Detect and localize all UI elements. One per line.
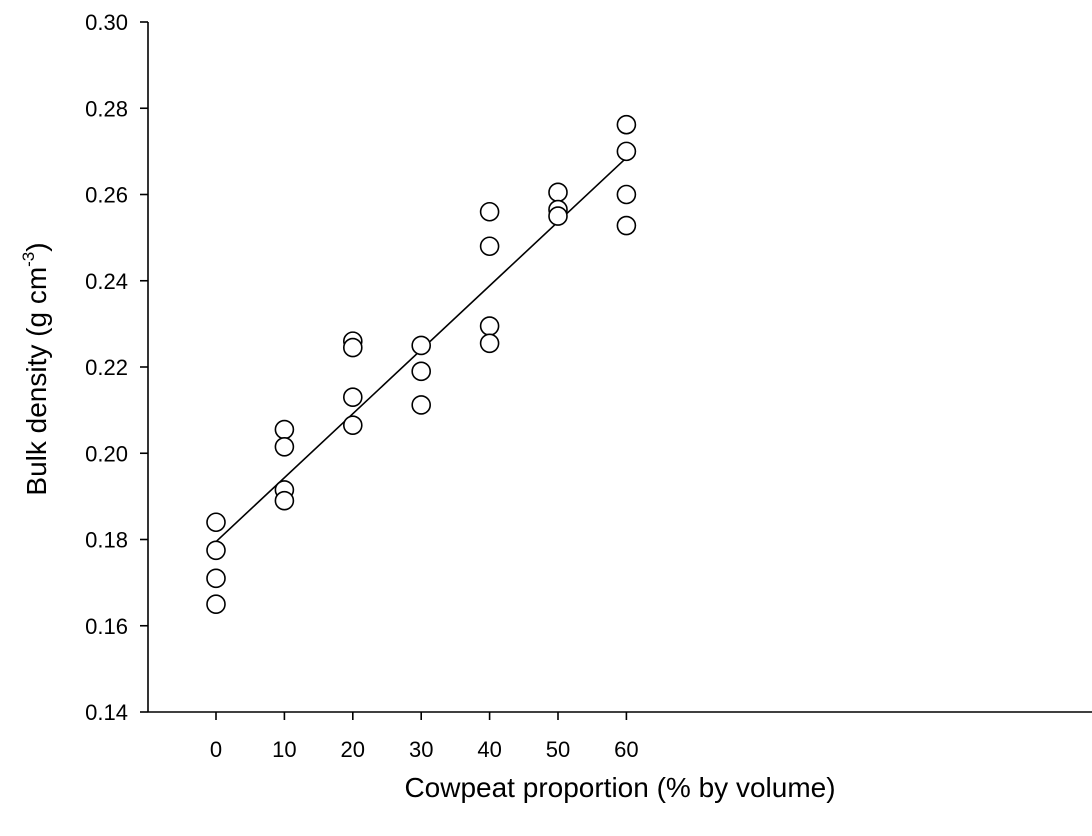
x-axis-title: Cowpeat proportion (% by volume) <box>404 772 835 803</box>
data-point <box>206 594 226 614</box>
data-point <box>206 540 226 561</box>
data-point <box>274 436 295 457</box>
x-tick-label: 40 <box>477 737 501 762</box>
data-point <box>206 512 226 533</box>
x-tick-label: 30 <box>409 737 433 762</box>
data-point <box>548 206 568 226</box>
data-point <box>411 335 432 356</box>
data-point <box>616 114 637 135</box>
y-axis-ticks: 0.14 0.16 0.18 0.20 0.22 0.24 0.26 0.28 0.30 <box>85 10 148 725</box>
x-tick-label: 10 <box>272 737 296 762</box>
data-point <box>479 201 500 222</box>
x-tick-label: 20 <box>341 737 365 762</box>
y-tick-label: 0.14 <box>85 700 128 725</box>
data-point <box>548 182 568 203</box>
data-point <box>342 387 363 407</box>
data-point <box>206 568 226 589</box>
y-tick-label: 0.20 <box>85 441 128 466</box>
x-tick-label: 50 <box>546 737 570 762</box>
data-point <box>616 215 637 236</box>
data-point <box>479 333 500 354</box>
x-tick-label: 60 <box>614 737 638 762</box>
y-tick-label: 0.24 <box>85 269 128 294</box>
y-tick-label: 0.22 <box>85 355 128 380</box>
y-axis-title-superscript: -3 <box>19 252 38 267</box>
x-axis-ticks: 0 10 20 30 40 50 60 <box>210 712 639 762</box>
data-point <box>274 419 295 440</box>
y-axis-title-close: ) <box>21 242 52 251</box>
data-point <box>342 415 363 436</box>
y-axis-title: Bulk density (g cm-3) <box>19 242 52 495</box>
data-point <box>342 337 363 358</box>
y-tick-label: 0.30 <box>85 10 128 35</box>
y-tick-label: 0.18 <box>85 528 128 553</box>
data-point <box>479 316 500 336</box>
y-tick-label: 0.28 <box>85 96 128 121</box>
data-point <box>411 361 432 382</box>
data-point <box>274 490 295 511</box>
data-point <box>411 395 432 415</box>
x-tick-label: 0 <box>210 737 222 762</box>
data-points <box>206 114 637 614</box>
data-point <box>616 184 637 205</box>
y-tick-label: 0.16 <box>85 614 128 639</box>
data-point <box>479 236 500 257</box>
y-tick-label: 0.26 <box>85 183 128 208</box>
data-point <box>616 141 637 162</box>
y-axis-title-main: Bulk density (g cm <box>21 267 52 496</box>
